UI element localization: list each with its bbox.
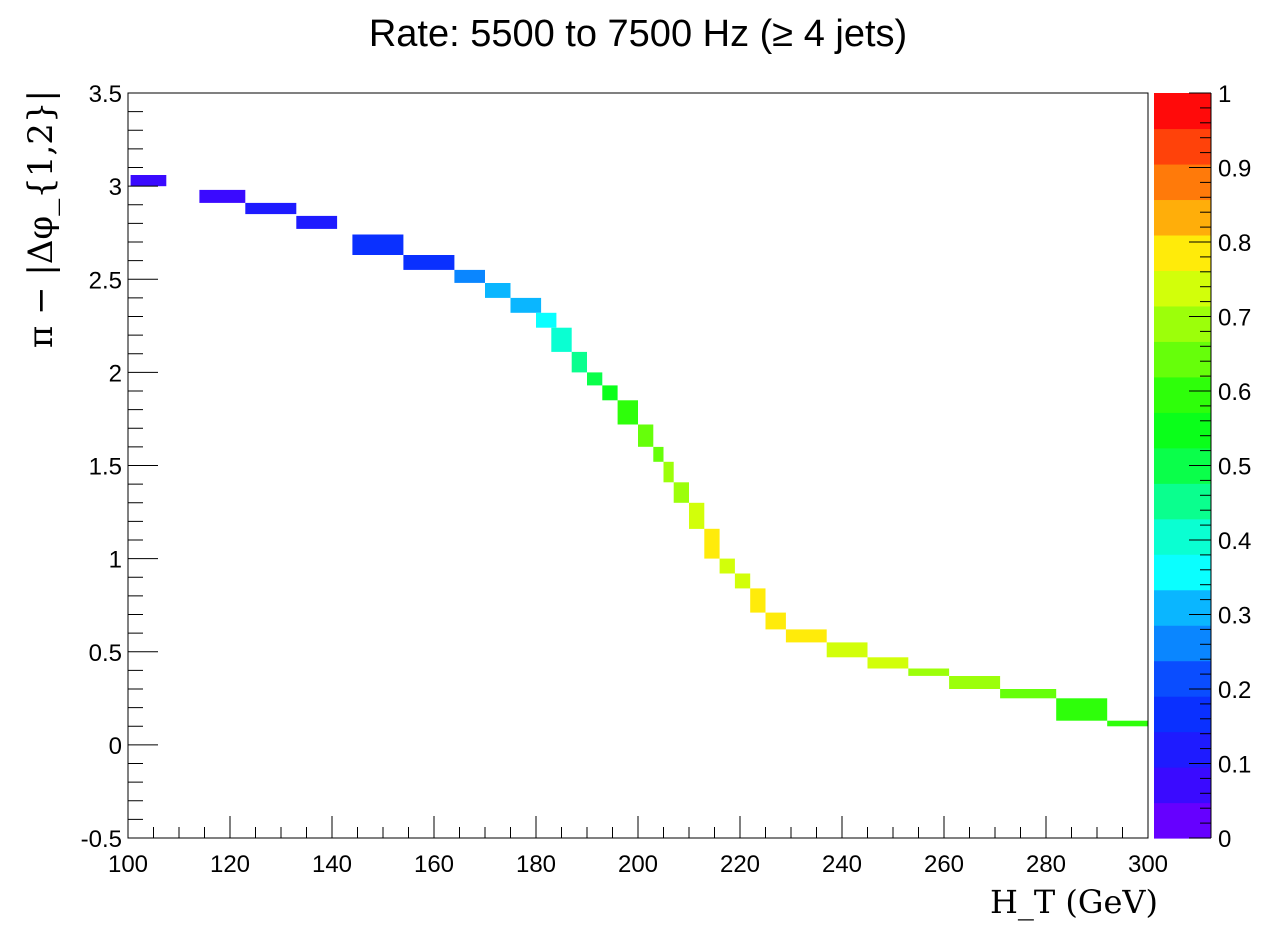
x-tick-label: 240 <box>822 851 862 878</box>
heatmap-bin <box>785 629 827 643</box>
heatmap-bin <box>1107 720 1148 727</box>
heatmap-bin <box>245 202 297 215</box>
colorbar-swatch <box>1154 305 1211 342</box>
heatmap-bin <box>663 461 674 483</box>
x-tick-label: 160 <box>414 851 454 878</box>
y-tick-label: -0.5 <box>81 826 122 853</box>
heatmap-bin <box>485 283 511 298</box>
heatmap-bin <box>352 234 404 255</box>
heatmap-bin <box>551 327 572 352</box>
colorbar-swatch <box>1154 270 1211 307</box>
heatmap-bin <box>454 269 485 283</box>
colorbar-tick-label: 0.4 <box>1218 528 1251 555</box>
colorbar-tick-label: 0.9 <box>1218 156 1251 183</box>
colorbar-swatch <box>1154 412 1211 449</box>
heatmap-bin <box>130 175 167 187</box>
y-tick-label: 2 <box>109 360 122 387</box>
y-tick-label: 3 <box>109 174 122 201</box>
y-tick-label: 3.5 <box>89 81 122 108</box>
colorbar-tick-label: 0.3 <box>1218 603 1251 630</box>
colorbar-tick-label: 1 <box>1218 81 1231 108</box>
heatmap-bin <box>602 385 618 401</box>
colorbar-swatch <box>1154 625 1211 662</box>
x-tick-label: 200 <box>618 851 658 878</box>
colorbar-swatch <box>1154 483 1211 520</box>
x-tick-label: 220 <box>720 851 760 878</box>
x-tick-label: 280 <box>1026 851 1066 878</box>
y-axis-label: π − |Δφ_{1,2}| <box>21 90 61 348</box>
colorbar-tick-label: 0.6 <box>1218 379 1251 406</box>
x-tick-label: 260 <box>924 851 964 878</box>
y-tick-label: 2.5 <box>89 267 122 294</box>
heatmap-bin <box>1000 689 1057 699</box>
x-tick-label: 300 <box>1128 851 1168 878</box>
bins-layer <box>130 175 1148 727</box>
y-axis: -0.5 0 0.5 1 1.5 2 2.5 3 3.5 <box>81 81 158 853</box>
colorbar-swatch <box>1154 518 1211 555</box>
x-axis: 100 120 140 160 180 200 220 240 260 280 300 <box>108 816 1168 878</box>
chart-title: Rate: 5500 to 7500 Hz (≥ 4 jets) <box>369 13 907 55</box>
colorbar: 0 0.1 0.2 0.3 0.4 0.5 0.6 0.7 0.8 0.9 1 <box>1154 81 1251 853</box>
heatmap-bin <box>1056 698 1108 721</box>
heatmap-bin <box>510 297 542 313</box>
colorbar-swatch <box>1154 696 1211 733</box>
colorbar-swatch <box>1154 199 1211 236</box>
y-tick-label: 0 <box>109 733 122 760</box>
colorbar-swatch <box>1154 234 1211 271</box>
x-tick-label: 120 <box>210 851 250 878</box>
colorbar-tick-label: 0 <box>1218 826 1231 853</box>
colorbar-swatch <box>1154 589 1211 626</box>
x-axis-label: H_T (GeV) <box>990 883 1158 921</box>
x-tick-label: 180 <box>516 851 556 878</box>
y-tick-label: 0.5 <box>89 640 122 667</box>
colorbar-swatch <box>1154 376 1211 413</box>
heatmap-bin <box>587 372 603 386</box>
colorbar-swatch <box>1154 731 1211 768</box>
heatmap-bin <box>750 588 766 613</box>
heatmap-bin <box>296 215 338 229</box>
heatmap-bin <box>734 573 751 589</box>
heatmap-bin <box>826 642 868 658</box>
heatmap-bin <box>949 676 1001 689</box>
heatmap-bin <box>571 351 587 373</box>
heatmap-bin <box>536 312 557 328</box>
heatmap-bin <box>908 668 950 676</box>
heatmap-bin <box>617 400 638 425</box>
heatmap-bin <box>653 446 664 462</box>
heatmap-bin <box>719 558 735 574</box>
colorbar-swatch <box>1154 767 1211 804</box>
heatmap-bin <box>199 189 246 203</box>
colorbar-swatch <box>1154 93 1211 130</box>
y-tick-label: 1 <box>109 547 122 574</box>
colorbar-swatch <box>1154 660 1211 697</box>
heatmap-bin <box>673 482 689 503</box>
colorbar-tick-label: 0.7 <box>1218 305 1251 332</box>
colorbar-swatch <box>1154 341 1211 378</box>
x-tick-label: 140 <box>312 851 352 878</box>
heatmap-bin <box>704 528 720 559</box>
colorbar-tick-label: 0.2 <box>1218 677 1251 704</box>
heatmap-bin <box>638 424 654 447</box>
colorbar-tick-label: 0.1 <box>1218 752 1251 779</box>
x-tick-label: 100 <box>108 851 148 878</box>
heatmap-bin <box>403 255 455 270</box>
colorbar-swatch <box>1154 128 1211 165</box>
colorbar-tick-label: 0.8 <box>1218 230 1251 257</box>
heatmap-bin <box>765 612 786 630</box>
heatmap-bin <box>689 502 705 529</box>
y-tick-label: 1.5 <box>89 454 122 481</box>
heatmap-bin <box>867 657 909 669</box>
colorbar-tick-label: 0.5 <box>1218 454 1251 481</box>
